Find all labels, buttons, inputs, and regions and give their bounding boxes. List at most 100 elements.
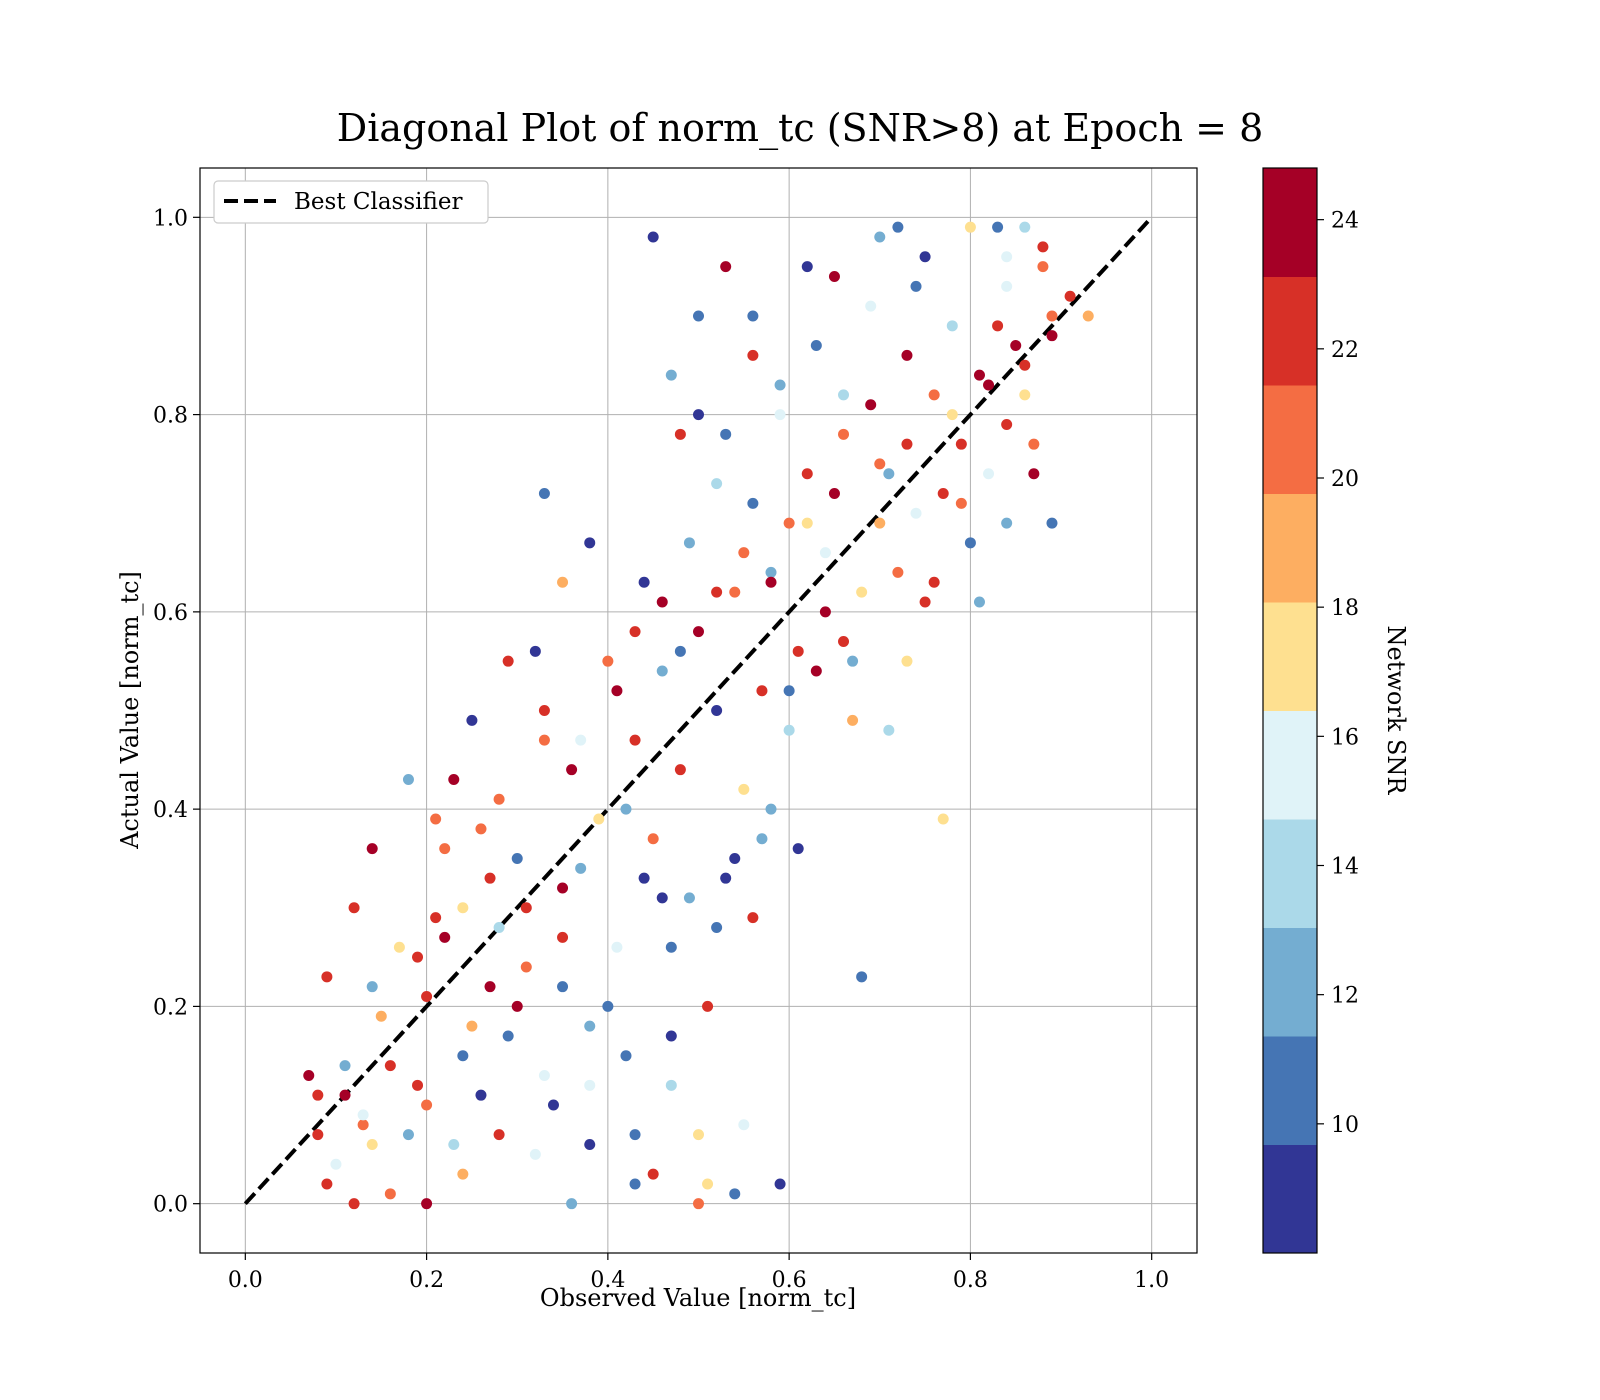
data-point	[964, 221, 976, 233]
colorbar-segment	[1263, 710, 1317, 820]
data-point	[810, 340, 822, 352]
data-point	[1019, 359, 1031, 371]
data-point	[693, 626, 704, 638]
data-point	[638, 872, 650, 884]
data-point	[756, 833, 768, 845]
data-point	[384, 1188, 396, 1200]
data-point	[1037, 241, 1049, 253]
data-point	[964, 537, 976, 549]
data-point	[629, 734, 641, 746]
data-point	[838, 428, 850, 440]
data-point	[457, 902, 469, 914]
data-point	[702, 1178, 714, 1190]
plot-area: 0.0 0.2 0.4 0.6 0.8 1.0 0.0 0.2 0.4 0.6 0.8 1.0	[153, 167, 1198, 1293]
data-point	[693, 1198, 704, 1210]
best-classifier-line	[243, 215, 1154, 1206]
data-point	[919, 251, 931, 263]
legend-label: Best Classifier	[294, 189, 462, 215]
x-tick-label: 0.8	[953, 1268, 988, 1293]
data-point	[756, 685, 768, 697]
y-tick-label: 0.6	[153, 601, 188, 626]
data-point	[738, 783, 750, 795]
legend-box	[213, 180, 489, 224]
data-point	[647, 231, 659, 243]
data-point	[973, 596, 985, 608]
data-point	[765, 803, 777, 815]
data-point	[747, 497, 759, 509]
data-point	[729, 586, 741, 598]
data-point	[729, 852, 741, 864]
x-tick-label: 0.4	[590, 1268, 625, 1293]
data-point	[566, 764, 578, 776]
data-point	[647, 1168, 659, 1180]
data-point	[783, 685, 795, 697]
data-point	[566, 1198, 578, 1210]
data-point	[892, 566, 904, 578]
data-point	[1064, 290, 1076, 302]
colorbar-tick-label: 16	[1331, 725, 1359, 750]
x-axis-label: Observed Value [norm_tc]	[540, 1284, 856, 1312]
data-point	[774, 379, 786, 391]
data-point	[774, 1178, 786, 1190]
data-point	[493, 1129, 505, 1141]
best-classifier-path	[243, 215, 1154, 1206]
data-point	[1082, 310, 1094, 322]
data-point	[466, 714, 478, 726]
data-point	[674, 428, 686, 440]
data-point	[946, 320, 958, 332]
data-point	[620, 1050, 632, 1062]
data-point	[838, 389, 850, 401]
data-point	[529, 645, 541, 657]
data-point	[339, 1089, 351, 1101]
data-point	[792, 645, 804, 657]
data-point	[602, 1000, 614, 1012]
data-point	[720, 428, 732, 440]
data-point	[928, 576, 940, 588]
data-point	[457, 1168, 469, 1180]
data-point	[928, 389, 940, 401]
data-point	[557, 882, 569, 894]
data-point	[729, 1188, 741, 1200]
data-point	[1046, 310, 1058, 322]
colorbar-tick-label: 22	[1331, 338, 1359, 363]
y-tick-label: 1.0	[153, 206, 188, 231]
colorbar-segment	[1263, 493, 1317, 603]
data-point	[448, 1139, 460, 1150]
data-point	[557, 981, 569, 993]
data-point	[801, 517, 813, 529]
data-point	[720, 872, 732, 884]
data-point	[656, 596, 668, 608]
data-point	[792, 843, 804, 855]
data-point	[430, 813, 442, 825]
data-point	[538, 734, 550, 746]
data-point	[584, 1020, 596, 1032]
data-point	[1001, 251, 1013, 263]
data-point	[303, 1069, 315, 1081]
data-point	[557, 931, 569, 943]
colorbar-segment	[1263, 602, 1317, 711]
colorbar-label: Network SNR	[1382, 626, 1410, 796]
data-point	[493, 793, 505, 805]
colorbar-tick-label: 20	[1331, 467, 1359, 492]
data-point	[348, 1198, 360, 1210]
data-point	[584, 537, 596, 549]
x-tick-label: 0.0	[228, 1268, 263, 1293]
data-point	[747, 349, 759, 361]
data-point	[620, 803, 632, 815]
x-tick-label: 0.6	[772, 1268, 807, 1293]
data-point	[484, 981, 496, 993]
data-point	[321, 971, 333, 983]
data-point	[538, 488, 550, 499]
data-point	[439, 931, 451, 943]
data-point	[602, 655, 614, 667]
data-point	[584, 1139, 596, 1150]
data-point	[629, 626, 641, 638]
data-point	[983, 468, 995, 480]
data-point	[992, 320, 1004, 332]
data-point	[674, 764, 686, 776]
data-point	[901, 438, 913, 450]
data-point	[611, 685, 623, 697]
data-point	[711, 478, 723, 490]
data-point	[611, 941, 623, 953]
colorbar-segment	[1263, 927, 1317, 1037]
